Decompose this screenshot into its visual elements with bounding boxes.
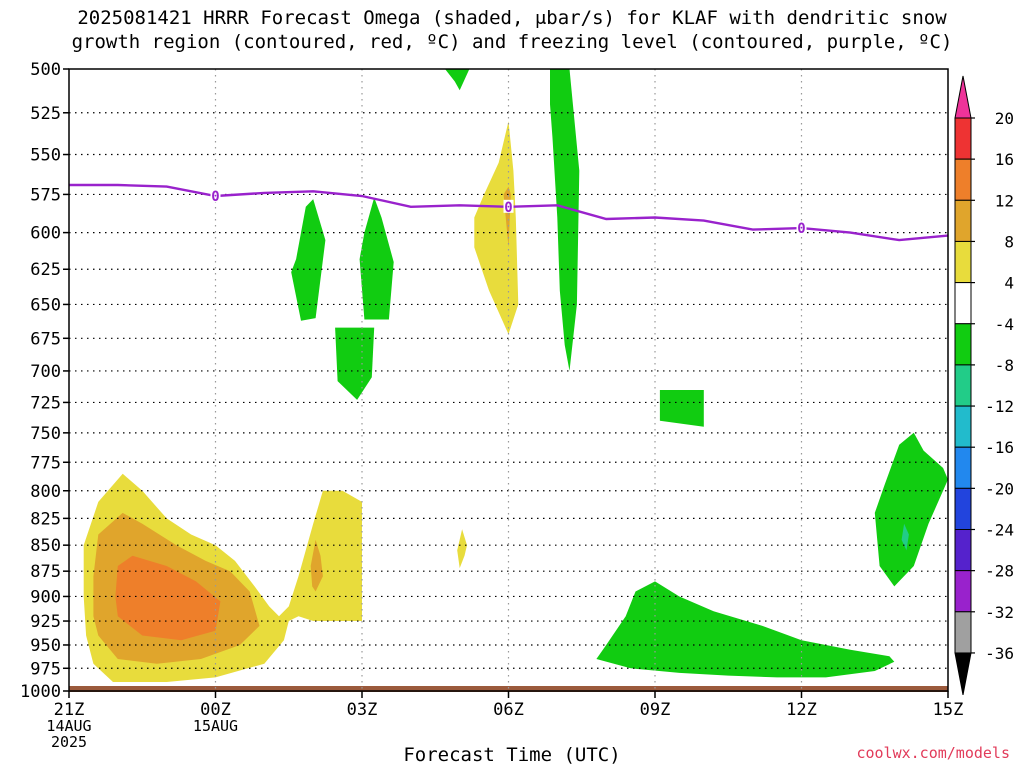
colorbar-label-6: -8 xyxy=(995,356,1014,375)
colorbar-label-2: 12 xyxy=(995,191,1014,210)
x-tick-label-9-0: 06Z xyxy=(493,700,524,720)
y-tick-label-550: 550 xyxy=(30,146,61,166)
colorbar-bin-12 xyxy=(954,611,972,654)
freezing-level-layer: 0 0 0 xyxy=(69,183,949,242)
y-axis-ticks: 500 525 550 575 600 625 650 675 700 725 750 775 800 8… xyxy=(20,60,69,702)
omega-region-8 xyxy=(445,69,470,91)
chart-title: 2025081421 HRRR Forecast Omega (shaded, … xyxy=(71,7,953,53)
omega-region-9 xyxy=(550,69,580,371)
x-tick-label-18-0: 15Z xyxy=(933,700,964,720)
credit-link[interactable]: coolwx.com/models xyxy=(856,744,1010,762)
y-tick-label-950: 950 xyxy=(30,636,61,656)
colorbar-bin-9 xyxy=(954,487,972,531)
colorbar-bin-2 xyxy=(954,199,972,242)
y-tick-label-1000: 1000 xyxy=(20,682,61,702)
colorbar-bin-1 xyxy=(954,158,972,201)
colorbar-label-5: -4 xyxy=(995,315,1014,334)
y-tick-label-525: 525 xyxy=(30,104,61,124)
colorbar-label-3: 8 xyxy=(1004,232,1014,251)
y-tick-label-900: 900 xyxy=(30,587,61,607)
omega-region-10 xyxy=(291,199,326,321)
colorbar-top-arrow xyxy=(954,75,972,119)
colorbar: 20 16 12 8 4 -4 -8 -12 -16 -20 -24 -28 -32 -36 xyxy=(954,75,1014,696)
x-tick-label-15-0: 12Z xyxy=(786,700,817,720)
colorbar-bin-7 xyxy=(954,405,972,448)
surface-strip xyxy=(69,686,948,692)
y-tick-label-775: 775 xyxy=(30,453,61,473)
colorbar-bin-11 xyxy=(954,570,972,613)
x-tick-label-3-0: 00Z xyxy=(200,700,231,720)
x-tick-label-3-1: 15AUG xyxy=(193,717,238,735)
freezing-label-bg-2 xyxy=(796,221,807,235)
y-tick-label-750: 750 xyxy=(30,424,61,444)
omega-region-14 xyxy=(874,432,948,587)
freezing-level-label-2: 0 xyxy=(797,221,805,237)
colorbar-bin-3 xyxy=(954,240,972,284)
omega-region-6 xyxy=(474,121,519,335)
omega-region-15 xyxy=(901,523,909,551)
colorbar-label-1: 16 xyxy=(995,150,1014,169)
colorbar-bin-10 xyxy=(954,529,972,572)
colorbar-bin-4 xyxy=(954,282,972,325)
omega-region-5 xyxy=(457,529,467,569)
colorbar-bin-5 xyxy=(954,323,972,366)
x-axis-label: Forecast Time (UTC) xyxy=(403,744,621,766)
colorbar-label-4: 4 xyxy=(1004,274,1014,293)
omega-region-11 xyxy=(335,327,375,400)
colorbar-label-7: -12 xyxy=(985,397,1014,416)
omega-region-13 xyxy=(659,390,704,427)
omega-region-2 xyxy=(115,555,221,641)
colorbar-label-10: -24 xyxy=(985,521,1014,540)
colorbar-label-12: -32 xyxy=(985,603,1014,622)
y-tick-label-850: 850 xyxy=(30,536,61,556)
colorbar-label-9: -20 xyxy=(985,479,1014,498)
y-tick-label-875: 875 xyxy=(30,562,61,582)
omega-region-16 xyxy=(596,581,895,678)
x-tick-label-0-1: 14AUG xyxy=(46,717,91,735)
freezing-level-label-1: 0 xyxy=(504,200,512,216)
colorbar-label-8: -16 xyxy=(985,438,1014,457)
surface-band xyxy=(69,686,948,692)
y-tick-label-975: 975 xyxy=(30,659,61,679)
omega-shaded-regions xyxy=(83,69,948,682)
x-tick-label-0-0: 21Z xyxy=(54,700,85,720)
y-tick-label-600: 600 xyxy=(30,224,61,244)
y-tick-label-700: 700 xyxy=(30,362,61,382)
x-tick-label-0-2: 2025 xyxy=(51,733,87,751)
freezing-level-label-0: 0 xyxy=(211,189,219,205)
omega-region-4 xyxy=(310,539,323,592)
y-tick-label-625: 625 xyxy=(30,260,61,280)
colorbar-label-13: -36 xyxy=(985,644,1014,663)
omega-region-12 xyxy=(359,197,394,320)
colorbar-bin-6 xyxy=(954,364,972,407)
y-tick-label-825: 825 xyxy=(30,509,61,529)
y-tick-label-500: 500 xyxy=(30,60,61,80)
x-tick-label-12-0: 09Z xyxy=(640,700,671,720)
colorbar-bin-0 xyxy=(954,117,972,160)
x-tick-label-6-0: 03Z xyxy=(347,700,378,720)
y-tick-label-800: 800 xyxy=(30,482,61,502)
y-tick-label-725: 725 xyxy=(30,393,61,413)
y-tick-label-575: 575 xyxy=(30,185,61,205)
colorbar-label-0: 20 xyxy=(995,109,1014,128)
y-tick-label-675: 675 xyxy=(30,329,61,349)
y-tick-label-650: 650 xyxy=(30,295,61,315)
freezing-label-bg-0 xyxy=(210,188,221,202)
colorbar-bin-8 xyxy=(954,446,972,489)
freezing-label-bg-1 xyxy=(503,199,514,213)
colorbar-label-11: -28 xyxy=(985,562,1014,581)
y-tick-label-925: 925 xyxy=(30,612,61,632)
colorbar-bottom-arrow xyxy=(954,652,972,696)
